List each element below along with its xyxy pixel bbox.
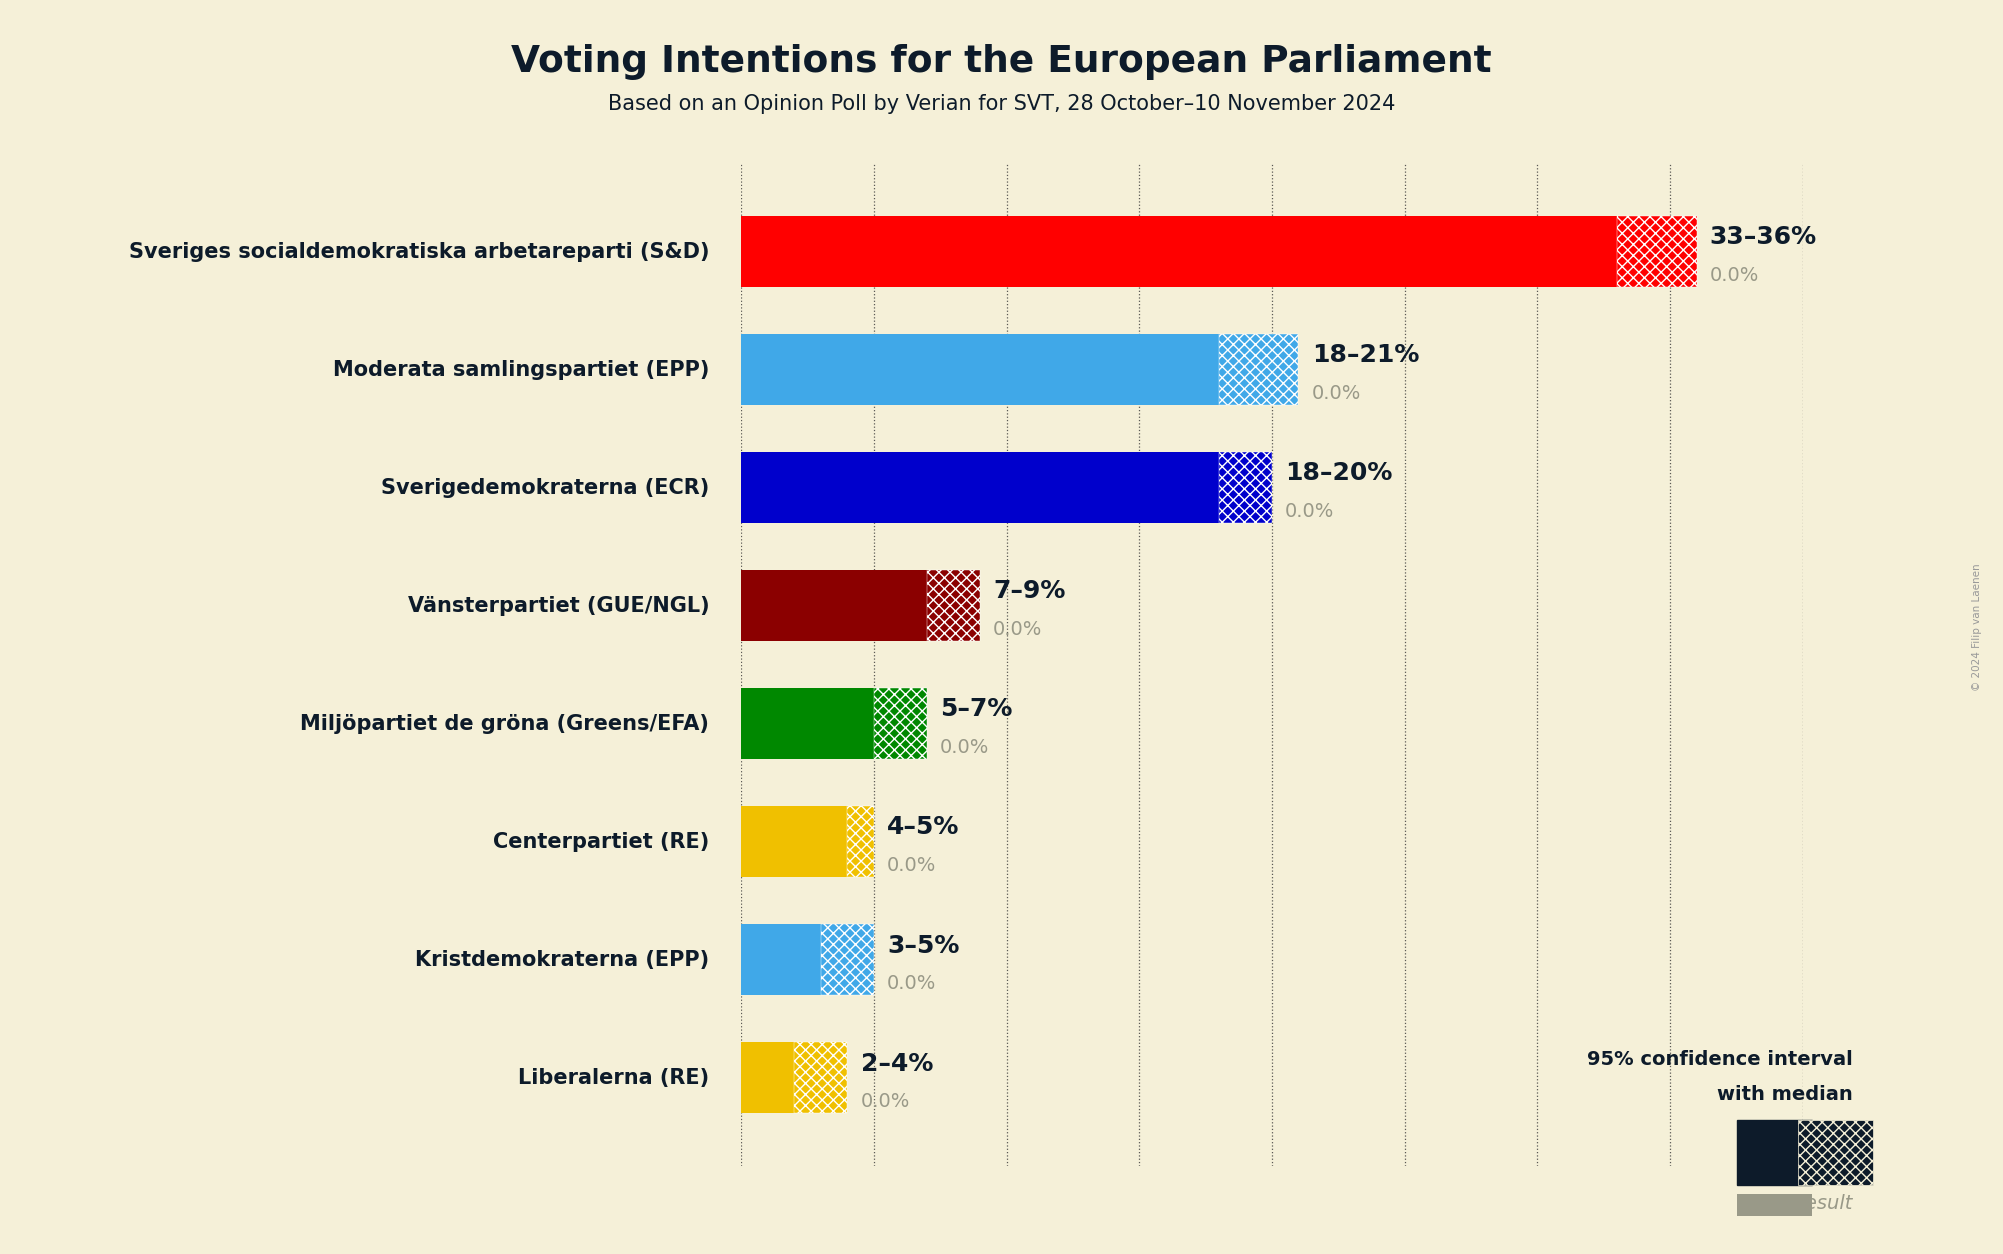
Text: 5–7%: 5–7% [939,697,1014,721]
Bar [847,806,873,877]
Text: 18–21%: 18–21% [1312,344,1418,367]
Text: Moderata samlingspartiet (EPP): Moderata samlingspartiet (EPP) [332,360,709,380]
Text: Centerpartiet (RE): Centerpartiet (RE) [493,831,709,851]
Bar [741,216,1616,287]
Text: 2–4%: 2–4% [861,1052,933,1076]
Bar [741,453,1220,523]
Bar [741,571,927,641]
Bar [741,924,821,996]
Text: 0.0%: 0.0% [939,737,989,756]
Text: Miljöpartiet de gröna (Greens/EFA): Miljöpartiet de gröna (Greens/EFA) [300,714,709,734]
Text: 4–5%: 4–5% [887,815,959,839]
Bar [741,806,847,877]
Text: 0.0%: 0.0% [1711,266,1759,285]
Text: 0.0%: 0.0% [887,974,937,993]
Bar [1220,334,1298,405]
Text: 7–9%: 7–9% [993,579,1066,603]
Text: Liberalerna (RE): Liberalerna (RE) [519,1067,709,1087]
Text: 18–20%: 18–20% [1286,461,1392,485]
Text: © 2024 Filip van Laenen: © 2024 Filip van Laenen [1973,563,1981,691]
Bar [1220,453,1272,523]
Text: Sveriges socialdemokratiska arbetareparti (S&D): Sveriges socialdemokratiska arbetarepart… [128,242,709,262]
Text: with median: with median [1717,1085,1853,1105]
Bar [741,1042,795,1114]
Text: 0.0%: 0.0% [1312,384,1362,403]
Text: 0.0%: 0.0% [861,1092,909,1111]
Text: 0.0%: 0.0% [1286,502,1334,520]
Text: Voting Intentions for the European Parliament: Voting Intentions for the European Parli… [511,44,1492,80]
Text: 0.0%: 0.0% [993,619,1044,638]
Bar [1616,216,1697,287]
Text: 3–5%: 3–5% [887,933,959,958]
Text: 0.0%: 0.0% [887,855,937,875]
Bar [821,924,873,996]
Bar [741,688,873,759]
Text: Kristdemokraterna (EPP): Kristdemokraterna (EPP) [415,949,709,969]
Text: Sverigedemokraterna (ECR): Sverigedemokraterna (ECR) [381,478,709,498]
Text: Vänsterpartiet (GUE/NGL): Vänsterpartiet (GUE/NGL) [409,596,709,616]
Bar [795,1042,847,1114]
Bar [927,571,979,641]
Text: Last result: Last result [1751,1194,1853,1214]
Text: Based on an Opinion Poll by Verian for SVT, 28 October–10 November 2024: Based on an Opinion Poll by Verian for S… [607,94,1396,114]
Text: 33–36%: 33–36% [1711,226,1817,250]
Bar [873,688,927,759]
Text: 95% confidence interval: 95% confidence interval [1586,1050,1853,1070]
Bar [741,334,1220,405]
